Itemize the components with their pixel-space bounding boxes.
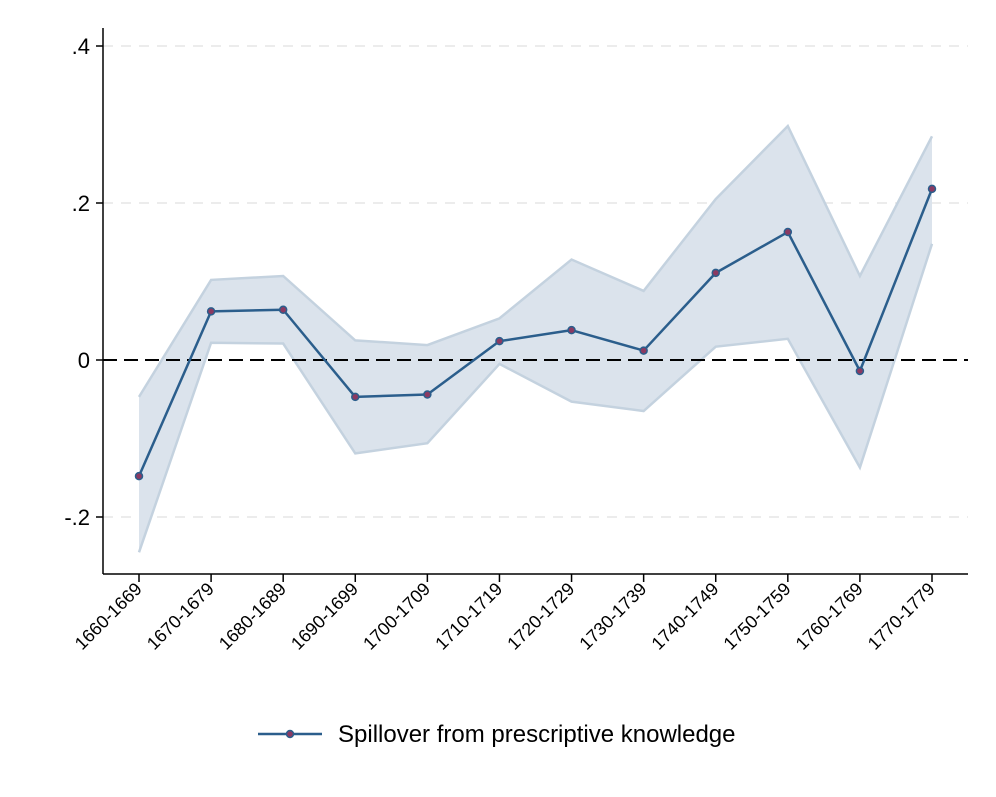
- data-point: [711, 268, 720, 278]
- confidence-band: [137, 123, 934, 553]
- x-tick-label: 1760-1769: [792, 579, 867, 654]
- y-ticks: -.2 0 .2 .4: [64, 34, 103, 530]
- x-tick-label: 1690-1699: [287, 579, 362, 654]
- legend: Spillover from prescriptive knowledge: [258, 721, 736, 748]
- data-point: [206, 307, 216, 316]
- data-point: [134, 471, 144, 481]
- legend-marker: [285, 729, 295, 739]
- x-tick-label: 1710-1719: [431, 579, 506, 654]
- data-point: [639, 346, 648, 355]
- data-point: [855, 366, 865, 376]
- data-point: [783, 227, 793, 237]
- x-tick-label: 1700-1709: [359, 579, 434, 654]
- x-tick-label: 1770-1779: [864, 579, 939, 654]
- x-tick-label: 1660-1669: [71, 579, 146, 654]
- data-point: [567, 325, 576, 335]
- data-point: [351, 392, 360, 402]
- axes: [102, 28, 968, 575]
- x-tick-label: 1720-1729: [503, 579, 578, 654]
- y-tick-label: -.2: [64, 505, 90, 530]
- y-tick-label: .4: [72, 34, 90, 59]
- data-point: [278, 305, 288, 315]
- y-tick-label: 0: [78, 348, 90, 373]
- legend-label: Spillover from prescriptive knowledge: [338, 721, 736, 748]
- data-point: [423, 390, 432, 399]
- ci-upper-edge: [137, 123, 934, 398]
- series-group: [134, 184, 937, 481]
- data-point: [927, 184, 937, 194]
- y-tick-label: .2: [72, 191, 90, 216]
- x-tick-label: 1680-1689: [215, 579, 290, 654]
- ci-area: [139, 126, 932, 553]
- x-tick-label: 1670-1679: [143, 579, 218, 654]
- data-point: [495, 336, 504, 346]
- x-tick-label: 1730-1739: [575, 579, 650, 654]
- series-line: [137, 188, 934, 477]
- x-ticks: 1660-16691670-16791680-16891690-16991700…: [71, 574, 939, 654]
- x-tick-label: 1750-1759: [720, 579, 795, 654]
- x-tick-label: 1740-1749: [648, 579, 723, 654]
